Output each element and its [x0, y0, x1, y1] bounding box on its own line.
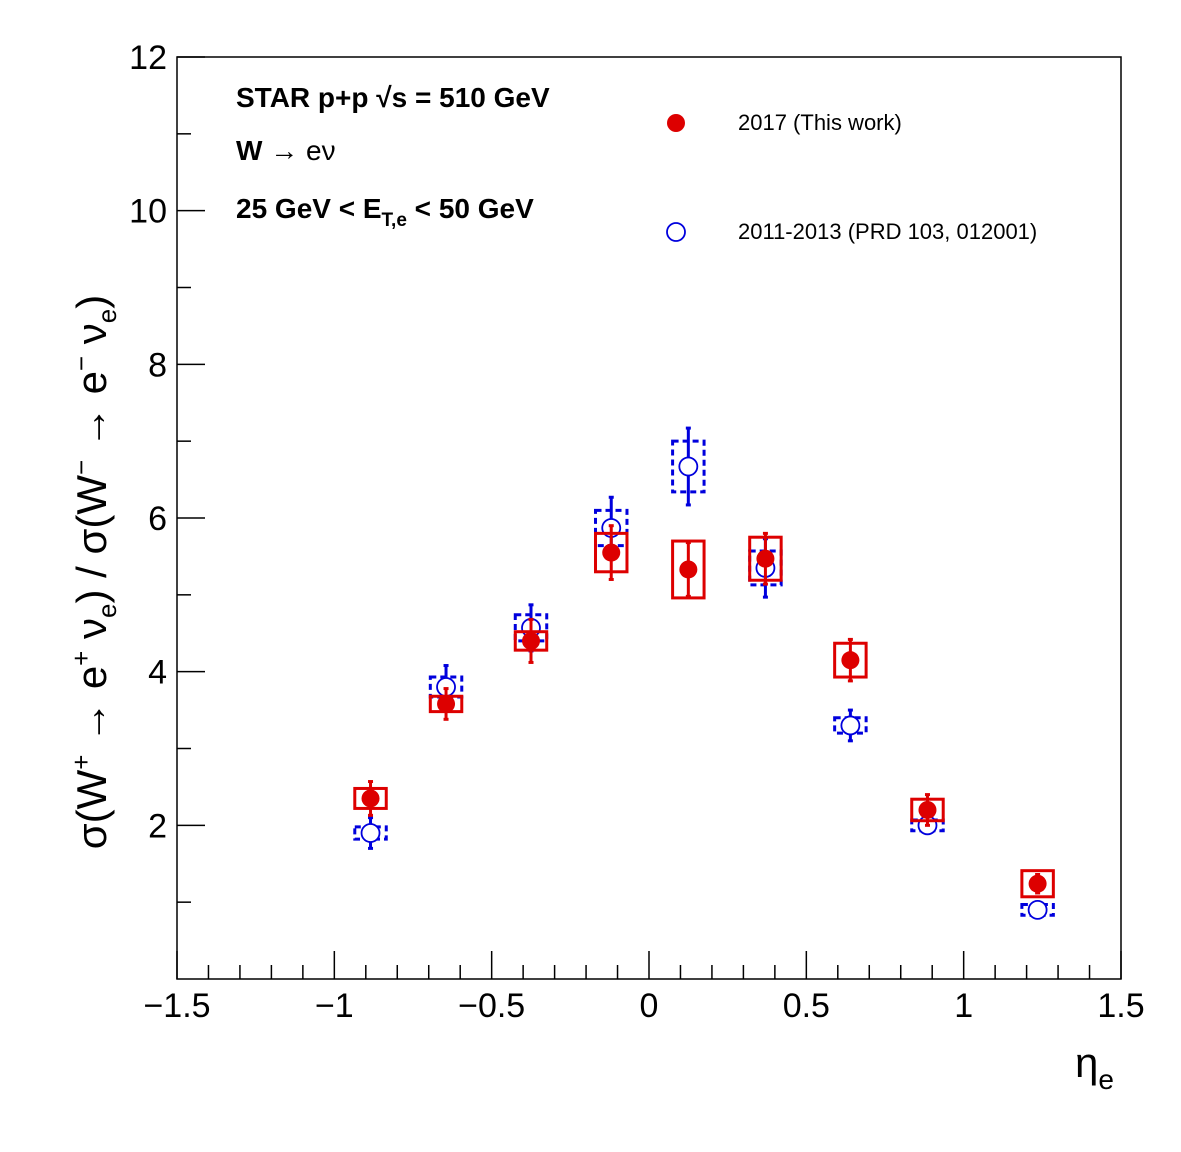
data-point [756, 549, 775, 568]
data-point [1027, 899, 1048, 920]
legend-label-2017: 2017 (This work) [738, 110, 902, 135]
legend-marker-2017 [667, 114, 685, 132]
y-tick-label: 4 [148, 654, 167, 692]
data-point [360, 823, 381, 843]
series-2011-2013 [353, 426, 1055, 920]
series-2017 [353, 524, 1055, 899]
y-tick-label: 12 [129, 39, 167, 77]
data-point [1028, 874, 1047, 893]
axis-tick-labels: −1.5 −1 −0.5 0 0.5 1 1.5 2 4 6 8 10 12 [129, 39, 1144, 1025]
x-tick-label: 1.5 [1097, 987, 1144, 1025]
data-point [522, 631, 540, 650]
y-tick-label: 6 [148, 500, 167, 538]
y-axis-title: σ(W+ → e+ νe) / σ(W− → e− νe) [66, 295, 122, 850]
x-tick-label: −1.5 [143, 987, 210, 1025]
legend-marker-2011-2013 [666, 222, 686, 242]
x-tick-label: 1 [954, 987, 973, 1025]
x-tick-label: −0.5 [458, 987, 525, 1025]
data-series [353, 426, 1055, 920]
data-point [361, 789, 380, 808]
legend-label-2011-2013: 2011-2013 (PRD 103, 012001) [738, 219, 1037, 244]
data-point [840, 715, 861, 736]
x-tick-label: 0 [640, 987, 659, 1025]
legend: 2017 (This work) 2011-2013 (PRD 103, 012… [666, 110, 1037, 244]
systematic-box [1020, 869, 1055, 899]
y-tick-label: 10 [129, 193, 167, 231]
data-point [678, 456, 699, 477]
y-tick-label: 8 [148, 346, 167, 384]
data-point [679, 560, 698, 579]
y-tick-label: 2 [148, 807, 167, 845]
axis-ticks [176, 56, 1122, 979]
x-tick-label: −1 [315, 987, 354, 1025]
data-point [841, 651, 860, 670]
annotation-line-1: STAR p+p √s = 510 GeV [236, 82, 550, 113]
annotation-line-2: W → eν [236, 135, 336, 166]
systematic-box [671, 539, 706, 600]
x-tick-label: 0.5 [783, 987, 830, 1025]
data-point [437, 694, 456, 713]
x-axis-title: ηe [1075, 1039, 1114, 1095]
data-point [918, 800, 937, 819]
annotation-line-3: 25 GeV < ET,e < 50 GeV [236, 193, 534, 231]
data-point [602, 543, 621, 562]
